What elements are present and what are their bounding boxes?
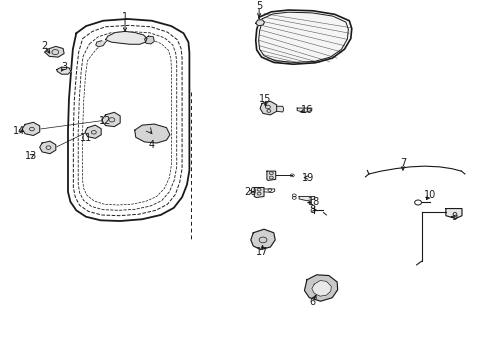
Text: 18: 18 bbox=[307, 198, 320, 207]
Text: 3: 3 bbox=[61, 62, 67, 72]
Polygon shape bbox=[85, 125, 101, 138]
Polygon shape bbox=[135, 124, 169, 143]
Polygon shape bbox=[311, 280, 330, 296]
Polygon shape bbox=[40, 141, 56, 154]
Text: 9: 9 bbox=[450, 212, 456, 222]
Polygon shape bbox=[299, 197, 314, 201]
Polygon shape bbox=[304, 275, 337, 301]
Text: 5: 5 bbox=[256, 1, 262, 12]
Polygon shape bbox=[105, 31, 147, 44]
Text: 2: 2 bbox=[41, 41, 48, 51]
Polygon shape bbox=[22, 122, 40, 135]
Polygon shape bbox=[266, 171, 275, 180]
Text: 11: 11 bbox=[80, 133, 92, 143]
Text: 15: 15 bbox=[259, 94, 271, 104]
Polygon shape bbox=[102, 112, 120, 127]
Polygon shape bbox=[445, 208, 461, 219]
Polygon shape bbox=[255, 10, 351, 64]
Polygon shape bbox=[254, 188, 264, 198]
Polygon shape bbox=[260, 101, 276, 115]
Polygon shape bbox=[96, 41, 105, 47]
Polygon shape bbox=[144, 36, 154, 44]
Text: 17: 17 bbox=[256, 247, 268, 257]
Text: 10: 10 bbox=[423, 190, 435, 201]
Polygon shape bbox=[297, 108, 311, 112]
Polygon shape bbox=[57, 67, 71, 74]
Text: 12: 12 bbox=[99, 116, 111, 126]
Circle shape bbox=[414, 200, 421, 205]
Polygon shape bbox=[276, 106, 283, 112]
Text: 16: 16 bbox=[300, 105, 312, 115]
Text: 8: 8 bbox=[309, 204, 315, 215]
Text: 20: 20 bbox=[244, 187, 257, 197]
Text: 1: 1 bbox=[122, 12, 128, 22]
Text: 14: 14 bbox=[13, 126, 25, 136]
Text: 19: 19 bbox=[301, 172, 313, 183]
Polygon shape bbox=[68, 19, 189, 221]
Text: 13: 13 bbox=[25, 151, 37, 161]
Polygon shape bbox=[250, 229, 275, 249]
Text: 7: 7 bbox=[399, 158, 405, 168]
Text: 4: 4 bbox=[148, 140, 155, 150]
Polygon shape bbox=[44, 46, 64, 57]
Text: 6: 6 bbox=[309, 297, 315, 307]
Polygon shape bbox=[255, 20, 264, 26]
